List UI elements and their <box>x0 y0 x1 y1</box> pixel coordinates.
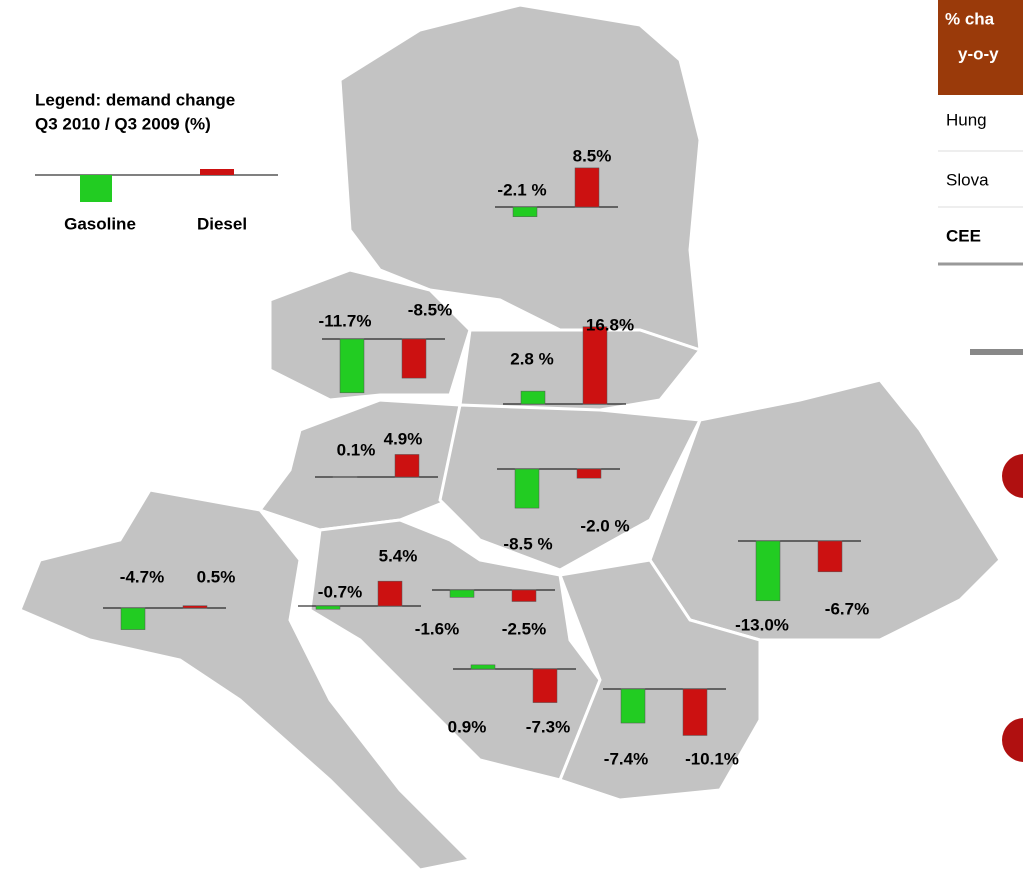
value-label: -7.4% <box>604 749 648 768</box>
bar <box>520 390 546 405</box>
value-label: -11.7% <box>319 311 372 330</box>
value-label: -0.7% <box>318 582 362 601</box>
bar <box>532 668 558 703</box>
bullet <box>1002 718 1023 762</box>
bar <box>339 338 365 394</box>
value-label: -2.1 % <box>497 180 546 199</box>
value-label: -8.5% <box>408 300 452 319</box>
legend-title: Q3 2010 / Q3 2009 (%) <box>35 114 211 133</box>
value-label: 5.4% <box>379 546 418 565</box>
bar <box>511 589 537 602</box>
table-cell: Hung <box>946 110 987 129</box>
bar <box>514 468 540 509</box>
legend-label: Diesel <box>197 214 247 233</box>
map <box>18 3 1002 872</box>
value-label: 8.5% <box>573 146 612 165</box>
region-alpine <box>257 398 462 532</box>
table-cell: Slova <box>946 170 989 189</box>
table-header-text: y-o-y <box>958 44 999 63</box>
value-label: 4.9% <box>384 429 423 448</box>
bar <box>620 688 646 724</box>
region-central <box>438 403 703 572</box>
value-label: -13.0% <box>735 615 789 634</box>
bar <box>182 605 208 609</box>
bar <box>315 605 341 610</box>
legend: Legend: demand change Q3 2010 / Q3 2009 … <box>35 90 278 233</box>
region-peninsula <box>18 488 474 872</box>
legend-swatch <box>80 175 112 202</box>
value-label: -2.0 % <box>580 516 629 535</box>
table-header-text: % cha <box>945 9 995 28</box>
bar <box>512 206 538 217</box>
bar <box>817 540 843 573</box>
table-header <box>938 0 1023 95</box>
bar <box>582 326 608 405</box>
value-label: 0.1% <box>337 440 376 459</box>
value-label: 0.9% <box>448 717 487 736</box>
bar <box>377 580 403 607</box>
bar <box>449 589 475 598</box>
bullet <box>1002 454 1023 498</box>
bar-groups: -2.1 % 8.5% -11.7% -8.5% 2.8 % 16.8% 0.1% 4.9% -… <box>103 146 869 768</box>
bar <box>120 607 146 630</box>
value-label: -8.5 % <box>503 534 552 553</box>
value-label: -7.3% <box>526 717 570 736</box>
value-label: -6.7% <box>825 599 869 618</box>
value-label: 16.8% <box>586 315 634 334</box>
bar <box>682 688 708 736</box>
bar <box>394 454 420 478</box>
legend-title: Legend: demand change <box>35 90 235 109</box>
legend-swatch <box>200 169 234 175</box>
region-south-east <box>557 558 762 802</box>
bar <box>574 167 600 208</box>
bar <box>470 664 496 670</box>
value-label: 0.5% <box>197 567 236 586</box>
value-label: 2.8 % <box>510 349 553 368</box>
value-label: -1.6% <box>415 619 459 638</box>
value-label: -4.7% <box>120 567 164 586</box>
table-cell: CEE <box>946 226 981 245</box>
value-label: -2.5% <box>502 619 546 638</box>
table-panel: % cha y-o-y Hung Slova CEE <box>938 0 1023 762</box>
bar <box>401 338 427 379</box>
bar <box>576 468 602 479</box>
legend-label: Gasoline <box>64 214 136 233</box>
value-label: -10.1% <box>685 749 739 768</box>
bar <box>755 540 781 602</box>
